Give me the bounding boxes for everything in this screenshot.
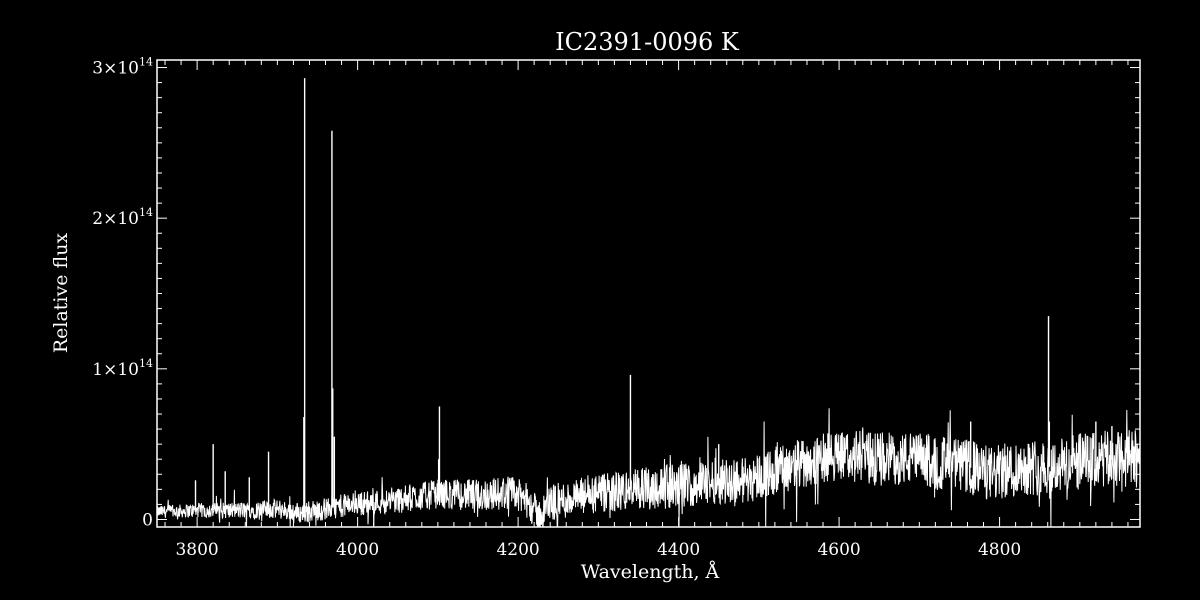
x-tick-label: 3800 <box>175 540 218 560</box>
x-tick-label: 4000 <box>336 540 379 560</box>
plot-area <box>157 78 1140 527</box>
x-tick-label: 4400 <box>657 540 700 560</box>
spectrum-line <box>157 408 1140 527</box>
x-tick-label: 4200 <box>496 540 539 560</box>
axes: 3800 4000 4200 4400 4600 4800 0 1×1014 2×1014 3×1… <box>92 56 1141 560</box>
spectrum-series <box>157 78 1140 527</box>
chart-title: IC2391-0096 K <box>555 28 740 56</box>
y-axis-label: Relative flux <box>50 233 72 354</box>
y-tick-label: 2×1014 <box>92 206 153 229</box>
y-tick-label: 3×1014 <box>92 56 153 79</box>
x-tick-label: 4600 <box>817 540 860 560</box>
y-tick-label: 1×1014 <box>92 357 153 380</box>
x-tick-label: 4800 <box>978 540 1021 560</box>
x-axis-label: Wavelength, Å <box>581 561 720 583</box>
y-tick-label: 0 <box>142 510 153 530</box>
